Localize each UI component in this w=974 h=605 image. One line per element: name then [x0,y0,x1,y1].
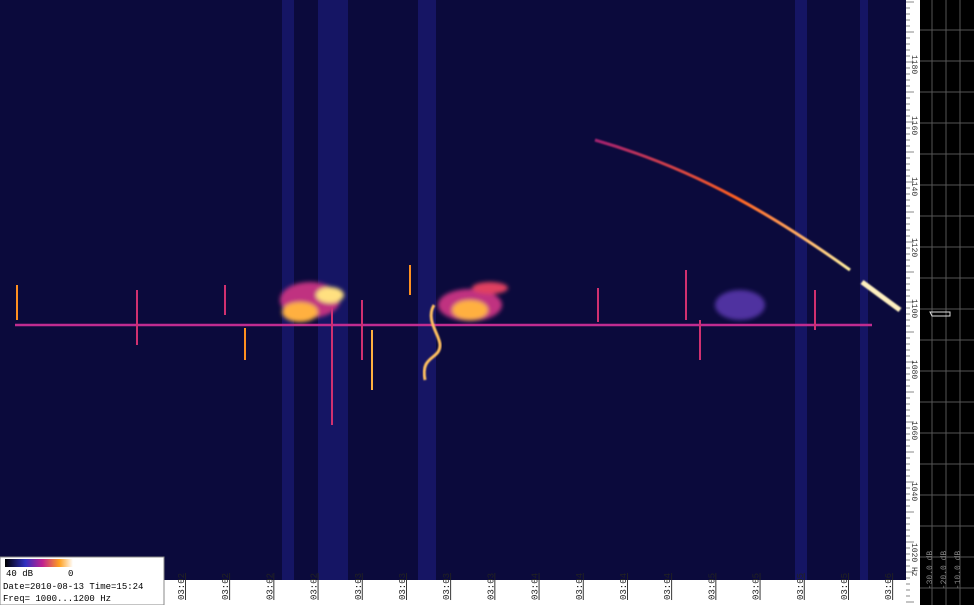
time-label: 03:05 [707,573,717,600]
time-label: 03:02 [177,573,187,600]
freq-label: 1060 [909,421,918,440]
legend-db-min: 0 [68,569,73,579]
level-label: -20.0 dB [940,551,949,590]
time-label: 03:05 [796,573,806,600]
level-label: -30.0 dB [926,551,935,590]
freq-label: 1080 [909,360,918,379]
legend-date: Date=2010-08-13 Time=15:24 [3,582,143,592]
time-label: 03:06 [884,573,894,600]
time-label: 03:04 [619,573,629,600]
spectrogram-window: 40 dB 0 Date=2010-08-13 Time=15:24 Freq=… [0,0,974,605]
time-label: 03:02 [221,573,231,600]
freq-label: 1100 [909,299,918,318]
freq-label: 1180 [909,55,918,74]
legend: 40 dB 0 Date=2010-08-13 Time=15:24 Freq=… [0,557,164,605]
time-label: 03:03 [398,573,408,600]
time-label: 03:03 [442,573,452,600]
time-label: 03:04 [663,573,673,600]
freq-label: 1040 [909,482,918,501]
time-label: 03:04 [531,573,541,600]
time-label: 03:03 [486,573,496,600]
time-label: 03:05 [752,573,762,600]
time-label: 03:02 [310,573,320,600]
freq-label: 1120 [909,238,918,257]
time-label: 03:02 [265,573,275,600]
level-label: -10.0 dB [954,551,963,590]
time-label: 03:03 [354,573,364,600]
time-label: 03:04 [575,573,585,600]
freq-label: 1160 [909,116,918,135]
legend-db-max: 40 dB [6,569,34,579]
level-panel [920,0,974,605]
freq-label: 1020 Hz [909,543,918,577]
freq-label: 1140 [909,177,918,196]
time-label: 03:05 [840,573,850,600]
legend-freq: Freq= 1000...1200 Hz [3,594,111,604]
